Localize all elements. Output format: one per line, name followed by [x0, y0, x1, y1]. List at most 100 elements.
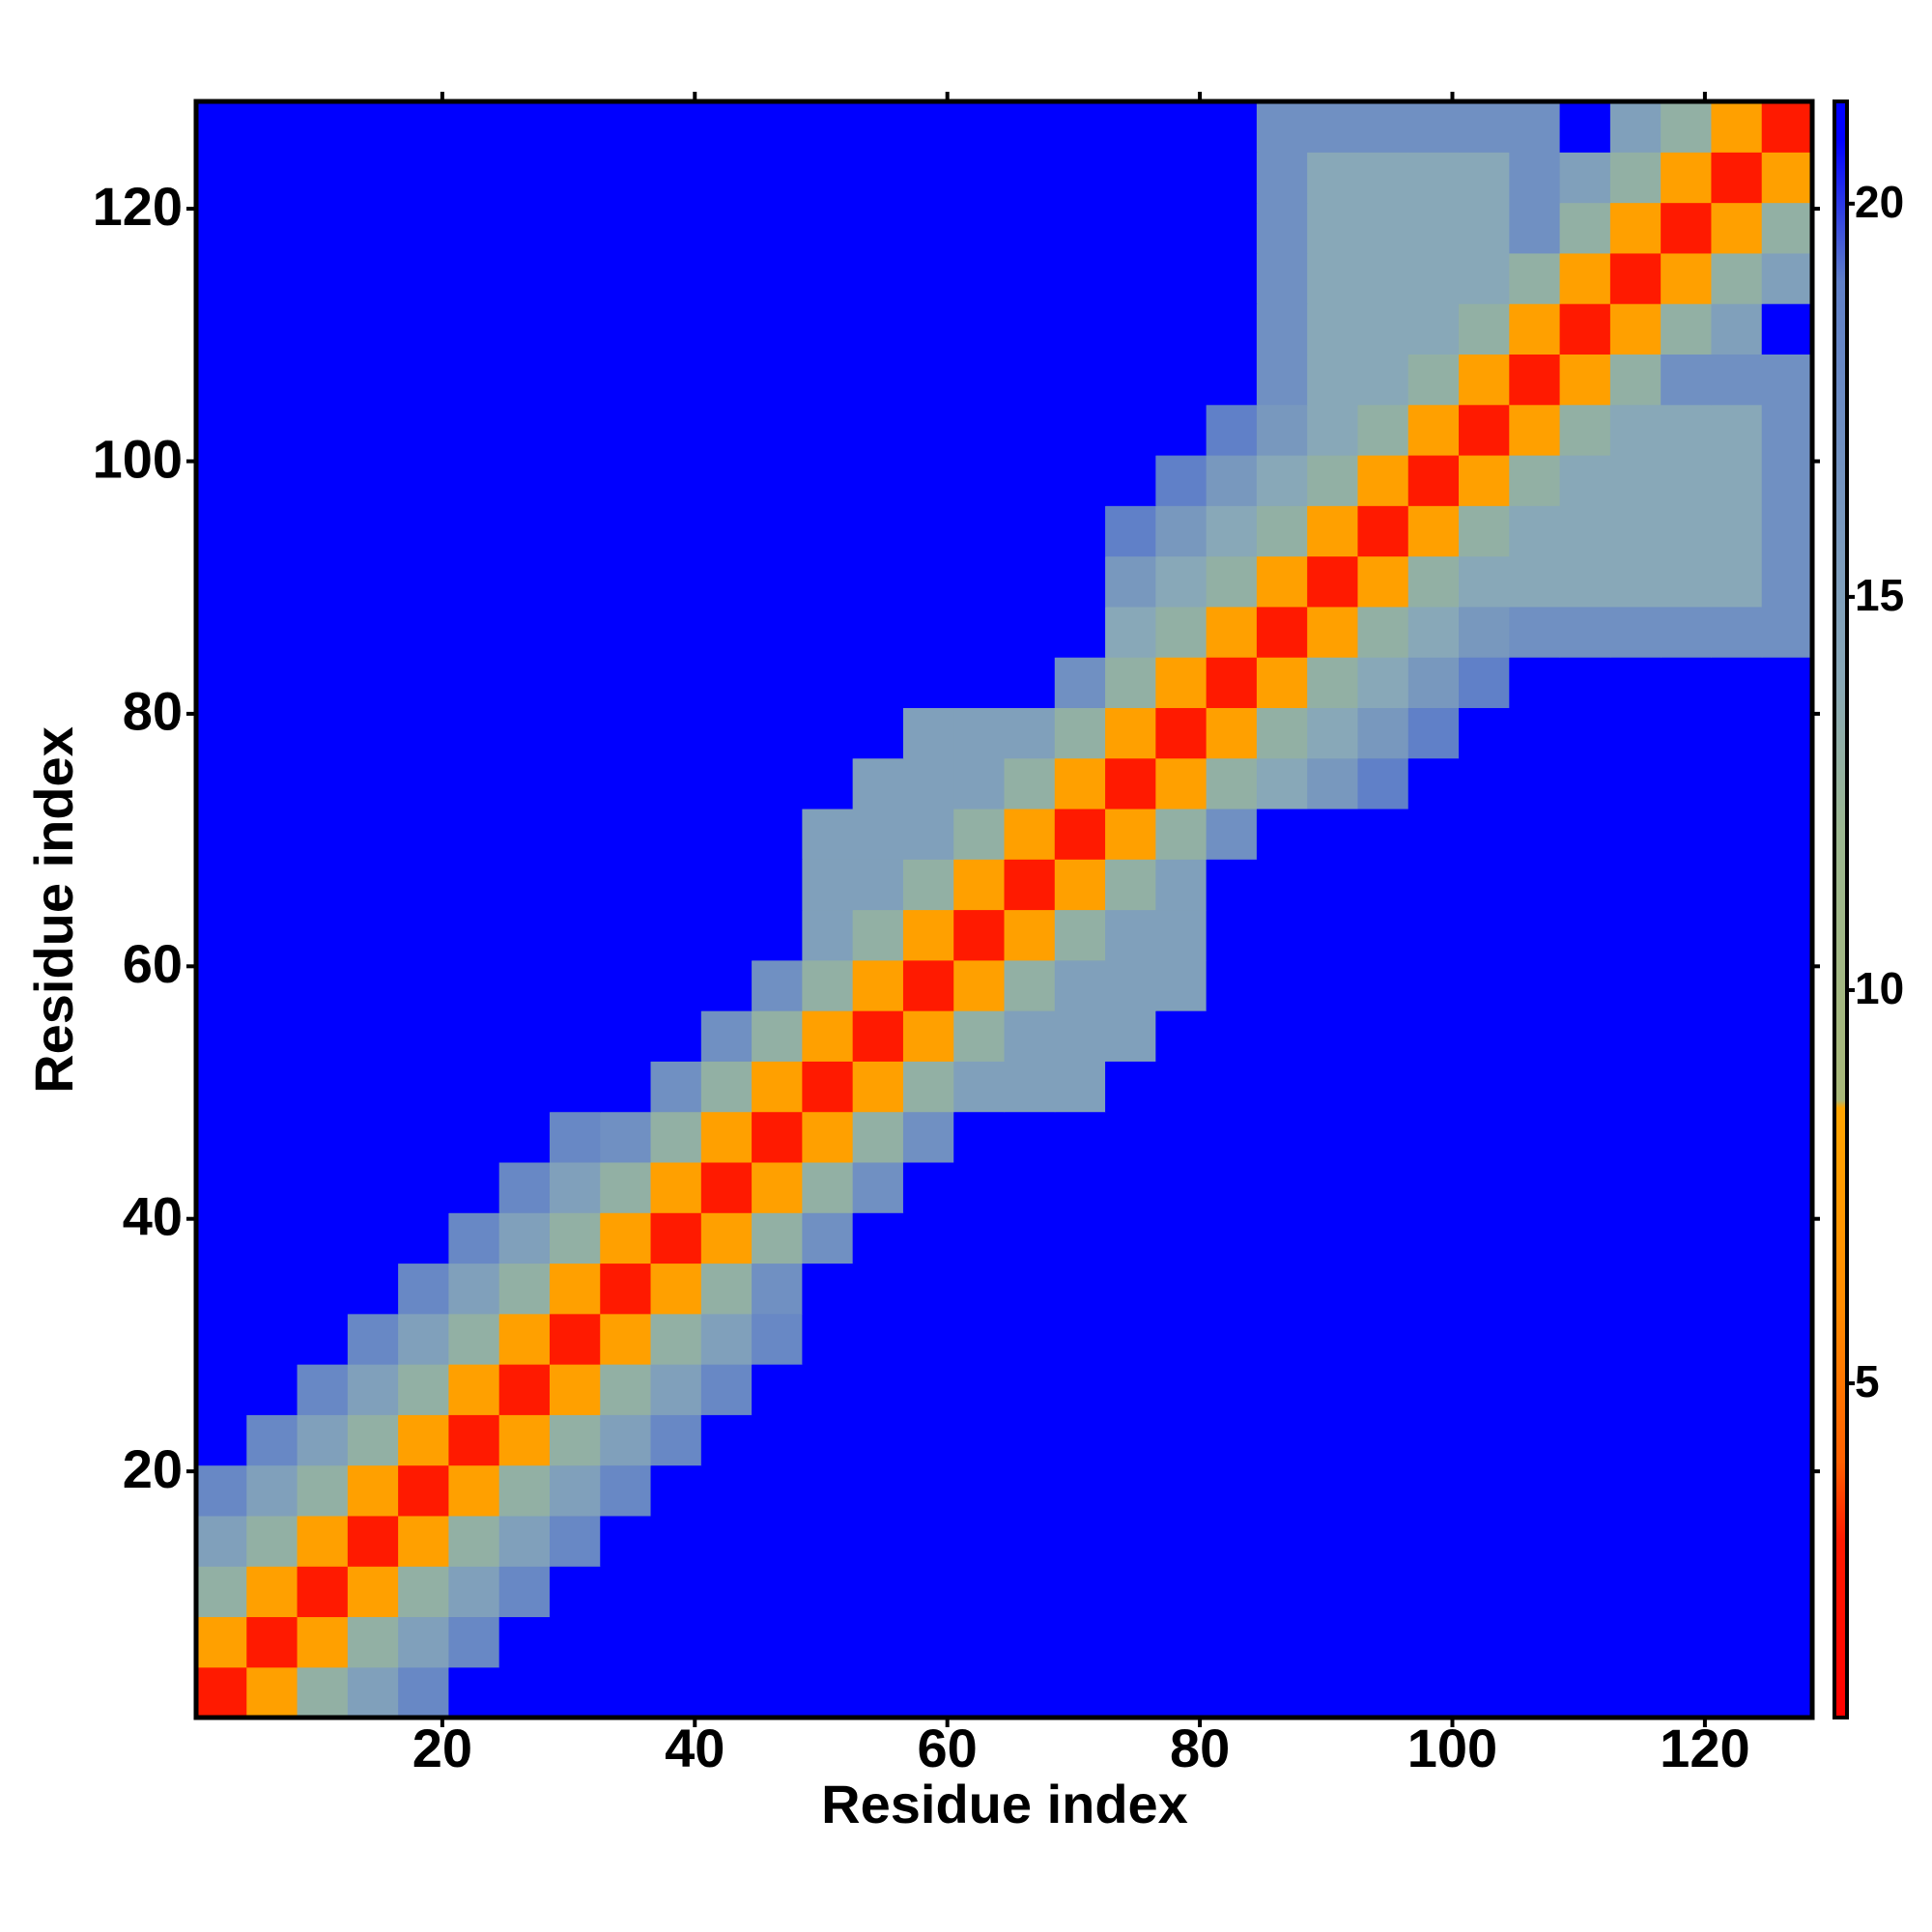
heatmap-cell: [1559, 303, 1611, 355]
heatmap-cell: [196, 707, 247, 759]
heatmap-cell: [953, 707, 1006, 759]
heatmap-cell: [246, 152, 298, 204]
heatmap-cell: [1661, 1566, 1713, 1618]
heatmap-cell: [953, 505, 1006, 557]
heatmap-cell: [1357, 1313, 1409, 1365]
heatmap-cell: [448, 1566, 500, 1618]
heatmap-cell: [650, 555, 702, 608]
heatmap-cell: [1105, 757, 1156, 810]
heatmap-cell: [398, 1161, 450, 1213]
heatmap-cell: [498, 1414, 551, 1466]
heatmap-cell: [752, 1212, 803, 1264]
heatmap-cell: [650, 354, 702, 406]
heatmap-cell: [196, 202, 247, 254]
heatmap-cell: [1559, 1464, 1611, 1517]
heatmap-cell: [498, 1464, 551, 1517]
heatmap-cell: [196, 555, 247, 608]
heatmap-cell: [1711, 1616, 1763, 1668]
heatmap-cell: [1307, 606, 1359, 658]
heatmap-cell: [246, 606, 298, 658]
heatmap-cell: [1509, 1414, 1561, 1466]
heatmap-cell: [1609, 1010, 1662, 1062]
heatmap-cell: [700, 959, 753, 1011]
heatmap-cell: [1609, 909, 1662, 961]
heatmap-cell: [1307, 1061, 1359, 1113]
heatmap-cell: [600, 808, 652, 860]
heatmap-cell: [752, 202, 803, 254]
heatmap-cell: [600, 354, 652, 406]
heatmap-cell: [297, 1111, 349, 1163]
heatmap-cell: [448, 1666, 500, 1719]
heatmap-cell: [1105, 909, 1156, 961]
heatmap-cell: [448, 1161, 500, 1213]
heatmap-cell: [196, 1364, 247, 1415]
heatmap-cell: [1609, 555, 1662, 608]
heatmap-cell: [1357, 1010, 1409, 1062]
heatmap-cell: [1761, 555, 1813, 608]
heatmap-cell: [1407, 606, 1460, 658]
heatmap-cell: [196, 859, 247, 911]
heatmap-cell: [650, 1364, 702, 1415]
heatmap-cell: [700, 1313, 753, 1365]
heatmap-cell: [902, 606, 954, 658]
heatmap-cell: [1307, 555, 1359, 608]
heatmap-cell: [1256, 1364, 1308, 1415]
heatmap-cell: [953, 657, 1006, 708]
heatmap-cell: [600, 101, 652, 153]
heatmap-cell: [1357, 1061, 1409, 1113]
heatmap-cell: [1256, 808, 1308, 860]
heatmap-cell: [1105, 707, 1156, 759]
heatmap-cell: [1761, 757, 1813, 810]
heatmap-cell: [1357, 859, 1409, 911]
heatmap-cell: [700, 1061, 753, 1113]
heatmap-cell: [1054, 1061, 1106, 1113]
heatmap-cell: [1407, 959, 1460, 1011]
heatmap-cell: [448, 707, 500, 759]
heatmap-cell: [1407, 101, 1460, 153]
heatmap-cell: [1307, 101, 1359, 153]
heatmap-cell: [802, 555, 854, 608]
heatmap-cell: [1761, 1566, 1813, 1618]
heatmap-cell: [1711, 101, 1763, 153]
heatmap-cell: [902, 303, 954, 355]
heatmap-cell: [1509, 1566, 1561, 1618]
heatmap-cell: [1761, 1212, 1813, 1264]
heatmap-cell: [347, 1464, 399, 1517]
heatmap-cell: [246, 101, 298, 153]
heatmap-cell: [1105, 1161, 1156, 1213]
heatmap-cell: [549, 1263, 601, 1315]
heatmap-cell: [1206, 1666, 1258, 1719]
heatmap-cell: [246, 202, 298, 254]
heatmap-cell: [852, 555, 904, 608]
heatmap-cell: [347, 1263, 399, 1315]
heatmap-cell: [953, 808, 1006, 860]
heatmap-cell: [902, 808, 954, 860]
heatmap-cell: [852, 959, 904, 1011]
heatmap-cell: [297, 1212, 349, 1264]
heatmap-cell: [953, 354, 1006, 406]
heatmap-cell: [1307, 505, 1359, 557]
heatmap-cell: [1004, 959, 1056, 1011]
heatmap-cell: [1004, 1464, 1056, 1517]
heatmap-cell: [1054, 657, 1106, 708]
heatmap-cell: [802, 1464, 854, 1517]
heatmap-cell: [196, 1212, 247, 1264]
heatmap-cell: [902, 1161, 954, 1213]
heatmap-cell: [752, 555, 803, 608]
heatmap-cell: [1307, 707, 1359, 759]
heatmap-cell: [953, 1061, 1006, 1113]
heatmap-cell: [953, 1515, 1006, 1567]
heatmap-cell: [549, 707, 601, 759]
heatmap-cell: [448, 101, 500, 153]
heatmap-cell: [1509, 959, 1561, 1011]
heatmap-cell: [1761, 1364, 1813, 1415]
heatmap-cell: [246, 1263, 298, 1315]
heatmap-cell: [196, 454, 247, 506]
heatmap-cell: [902, 707, 954, 759]
heatmap-cell: [1054, 1414, 1106, 1466]
heatmap-cell: [1661, 606, 1713, 658]
heatmap-cell: [1761, 909, 1813, 961]
heatmap-cell: [1206, 1010, 1258, 1062]
heatmap-cell: [953, 1414, 1006, 1466]
heatmap-cell: [398, 657, 450, 708]
